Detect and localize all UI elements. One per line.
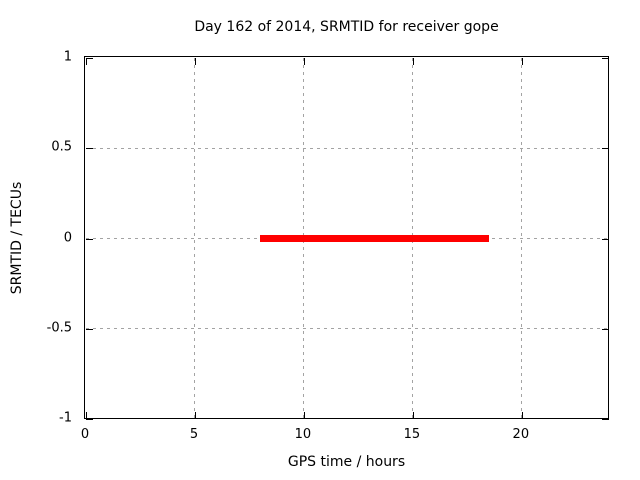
y-tick-right — [602, 328, 609, 330]
y-tick-right — [602, 419, 609, 420]
y-tick-left — [86, 328, 93, 330]
x-tick-label: 20 — [512, 427, 530, 442]
y-tick-label: 0.5 — [51, 139, 72, 155]
x-axis-label: GPS time / hours — [287, 454, 406, 470]
y-gridline — [86, 147, 609, 149]
x-tick-label: 10 — [294, 427, 312, 442]
y-tick-right — [602, 238, 609, 240]
plot-area — [84, 56, 609, 420]
x-tick-top — [412, 58, 414, 65]
series-line-segment — [260, 235, 490, 242]
x-tick-bottom — [303, 412, 305, 419]
y-tick-left — [86, 148, 93, 150]
x-tick-top — [86, 58, 87, 65]
y-tick-right — [602, 58, 609, 59]
x-tick-bottom — [521, 412, 523, 419]
y-gridline — [86, 328, 609, 330]
x-tick-bottom — [86, 412, 87, 419]
x-tick-label: 0 — [80, 427, 90, 442]
x-tick-label: 15 — [403, 427, 421, 442]
x-tick-top — [303, 58, 305, 65]
x-tick-bottom — [194, 412, 196, 419]
y-tick-label: -1 — [59, 410, 72, 426]
x-tick-bottom — [412, 412, 414, 419]
y-tick-left — [86, 238, 93, 240]
y-tick-left — [86, 58, 93, 59]
y-tick-label: 1 — [63, 49, 72, 65]
y-tick-left — [86, 419, 93, 420]
y-tick-right — [602, 148, 609, 150]
y-tick-label: 0 — [63, 230, 72, 245]
chart-title: Day 162 of 2014, SRMTID for receiver gop… — [194, 19, 499, 35]
x-tick-top — [194, 58, 196, 65]
x-tick-label: 5 — [189, 427, 199, 442]
x-tick-top — [521, 58, 523, 65]
y-tick-label: -0.5 — [46, 320, 72, 336]
y-axis-label: SRMTID / TECUs — [9, 181, 25, 295]
